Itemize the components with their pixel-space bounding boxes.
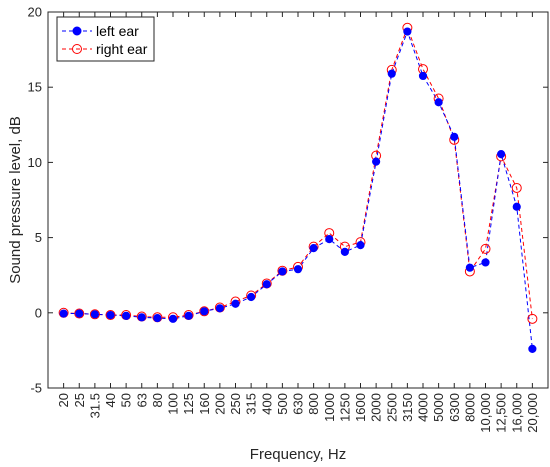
x-tick-label: 3150: [400, 393, 415, 422]
x-tick-label: 8000: [462, 393, 477, 422]
data-point-left-ear: [153, 313, 162, 323]
data-point-left-ear: [418, 71, 428, 81]
x-tick-label: 800: [306, 393, 321, 415]
data-point-left-ear: [278, 267, 287, 276]
x-tick-label: 50: [119, 393, 134, 407]
data-point-left-ear: [465, 263, 474, 272]
y-tick-label: 10: [28, 155, 42, 170]
x-tick-label: 200: [212, 393, 227, 415]
data-point-left-ear: [122, 311, 131, 320]
data-point-left-ear: [200, 307, 209, 316]
data-point-left-ear: [512, 202, 521, 211]
data-point-left-ear: [59, 309, 68, 318]
data-point-left-ear: [528, 344, 537, 353]
legend-label-right: right ear: [96, 41, 148, 57]
data-point-left-ear: [372, 157, 381, 166]
data-point-left-ear: [387, 69, 396, 78]
y-tick-label: -5: [30, 381, 42, 396]
x-tick-label: 25: [72, 393, 87, 407]
data-point-right-ear: [511, 182, 522, 193]
x-tick-label: 2500: [384, 393, 399, 422]
data-point-left-ear: [340, 247, 349, 256]
data-point-left-ear: [168, 314, 178, 323]
data-point-left-ear: [450, 132, 459, 141]
x-tick-label: 20,000: [525, 393, 540, 433]
data-point-right-ear: [89, 309, 100, 320]
x-tick-label: 160: [197, 393, 212, 415]
x-tick-label: 1000: [322, 393, 337, 422]
legend-marker-right: [72, 44, 82, 54]
data-point-left-ear: [403, 27, 412, 36]
data-point-left-ear: [106, 310, 115, 320]
x-tick-label: 40: [103, 393, 118, 407]
legend-label-left: left ear: [96, 23, 139, 39]
x-tick-label: 400: [259, 393, 274, 415]
x-tick-label: 12,500: [494, 393, 509, 433]
data-point-left-ear: [481, 258, 490, 267]
x-tick-label: 10,000: [478, 393, 493, 433]
data-point-left-ear: [90, 310, 99, 319]
data-point-right-ear: [527, 313, 538, 324]
series-line-left-ear: [63, 30, 533, 349]
data-point-left-ear: [184, 311, 193, 320]
x-tick-label: 125: [181, 393, 196, 415]
x-tick-label: 4000: [416, 393, 431, 422]
data-point-left-ear: [247, 292, 256, 302]
legend: left ear right ear: [56, 16, 155, 62]
x-tick-label: 20: [56, 393, 71, 407]
y-tick-label: 15: [28, 80, 42, 95]
series-line-right-ear: [63, 26, 533, 319]
y-tick-label: 0: [35, 305, 42, 320]
x-tick-label: 630: [291, 393, 306, 415]
data-point-left-ear: [215, 304, 224, 313]
x-tick-label: 2000: [369, 393, 384, 422]
data-point-right-ear: [480, 243, 491, 254]
x-tick-label: 500: [275, 393, 290, 415]
data-point-left-ear: [309, 244, 318, 253]
data-point-left-ear: [262, 280, 271, 289]
data-point-left-ear: [293, 265, 303, 274]
data-point-left-ear: [231, 299, 240, 308]
data-point-left-ear: [356, 241, 365, 250]
y-axis-ticks: -5 0 5 10 15 20: [28, 5, 548, 396]
legend-marker-left: [72, 26, 82, 36]
x-tick-label: 1250: [337, 393, 352, 422]
x-tick-label: 100: [166, 393, 181, 415]
y-tick-label: 5: [35, 230, 42, 245]
series-layer: [58, 22, 538, 353]
legend-box: [56, 16, 155, 62]
plot-frame: [47, 11, 549, 389]
x-tick-label: 1600: [353, 393, 368, 422]
x-tick-label: 63: [134, 393, 149, 407]
y-axis-label: Sound pressure level, dB: [7, 116, 24, 284]
x-tick-label: 80: [150, 393, 165, 407]
data-point-right-ear: [105, 310, 116, 321]
y-tick-label: 20: [28, 5, 42, 20]
data-point-left-ear: [434, 98, 443, 107]
data-point-left-ear: [75, 309, 84, 318]
x-tick-label: 250: [228, 393, 243, 415]
data-point-left-ear: [497, 150, 506, 159]
x-axis-ticks: 20 25 31.5 40 50 63 80 100 125 160 200 250 315 400 500…: [56, 12, 540, 433]
x-tick-label: 315: [244, 393, 259, 415]
x-tick-label: 16,000: [509, 393, 524, 433]
x-tick-label: 31.5: [87, 393, 102, 418]
data-point-right-ear: [74, 308, 85, 319]
data-point-left-ear: [137, 313, 146, 322]
x-axis-label: Frequency, Hz: [250, 446, 346, 463]
data-point-right-ear: [199, 306, 210, 317]
x-tick-label: 6300: [447, 393, 462, 422]
x-tick-label: 5000: [431, 393, 446, 422]
data-point-left-ear: [325, 235, 334, 244]
